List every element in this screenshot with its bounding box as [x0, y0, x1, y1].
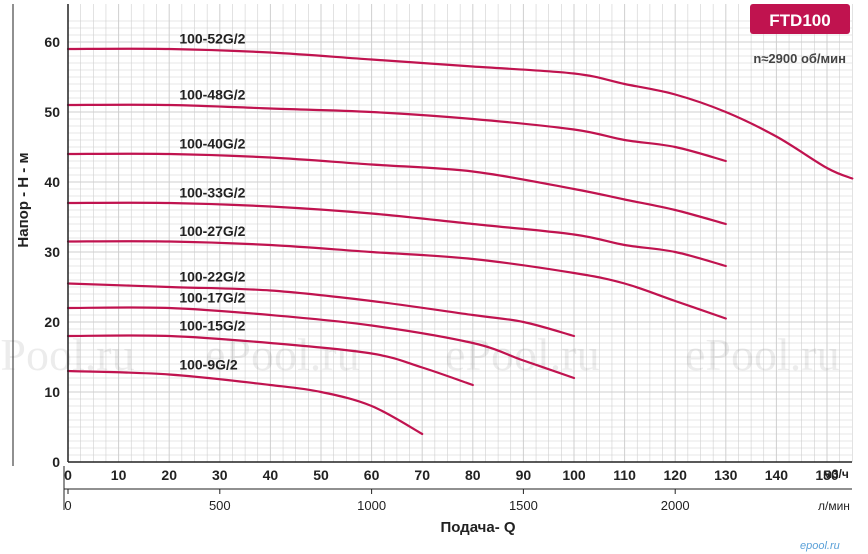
y-tick-label: 40	[44, 174, 60, 190]
chart-title: FTD100	[769, 11, 830, 30]
curve-100-9g-2	[66, 369, 424, 436]
x-tick-label: 130	[714, 467, 738, 483]
x2-tick-label: 1000	[357, 498, 386, 513]
curve-label: 100-15G/2	[179, 318, 245, 334]
y-axis-title: Напор - H - м	[15, 152, 32, 247]
x-tick-label: 140	[765, 467, 789, 483]
x-unit-label: м3/ч	[823, 467, 849, 481]
x2-tick-labels: 0 500 1000 1500 2000	[64, 489, 690, 513]
curve-label: 100-33G/2	[179, 184, 245, 200]
y-tick-labels: 0 10 20 30 40 50 60	[44, 34, 60, 470]
x-tick-label: 60	[364, 467, 380, 483]
x2-tick-label: 2000	[661, 498, 690, 513]
x-tick-label: 10	[111, 467, 127, 483]
curve-100-40g-2	[66, 152, 727, 226]
watermark: ePool.ru	[685, 329, 840, 380]
y-tick-label: 10	[44, 384, 60, 400]
x-tick-label: 80	[465, 467, 481, 483]
x-tick-labels: 0 10 20 30 40 50 60 70 80 90 100 110 120 130 140 150	[64, 467, 839, 483]
x2-tick-label: 500	[209, 498, 231, 513]
x-tick-label: 70	[414, 467, 430, 483]
curve-100-15g-2	[66, 334, 474, 387]
curve-labels: 100-52G/2 100-48G/2 100-40G/2 100-33G/2 100-…	[179, 30, 245, 372]
footer-logo: epool.ru	[800, 540, 840, 552]
x2-tick-label: 1500	[509, 498, 538, 513]
curve-100-27g-2	[66, 240, 727, 320]
axes	[12, 4, 852, 510]
curve-100-48g-2	[66, 103, 727, 163]
x-tick-label: 30	[212, 467, 228, 483]
x-tick-label: 90	[516, 467, 532, 483]
x-tick-label: 50	[313, 467, 329, 483]
x-tick-label: 0	[64, 467, 72, 483]
curve-100-52g-2	[66, 47, 854, 180]
y-tick-label: 30	[44, 244, 60, 260]
model-badge	[750, 4, 850, 34]
x2-tick-label: 0	[64, 498, 71, 513]
curve-label: 100-22G/2	[179, 268, 245, 284]
curve-label: 100-17G/2	[179, 290, 245, 306]
curve-label: 100-52G/2	[179, 30, 245, 46]
curve-label: 100-9G/2	[179, 357, 238, 373]
curves	[66, 47, 854, 436]
x-tick-label: 150	[815, 467, 839, 483]
x-tick-label: 110	[613, 467, 636, 483]
curve-label: 100-40G/2	[179, 135, 245, 151]
x-tick-label: 120	[664, 467, 688, 483]
curve-100-33g-2	[66, 201, 727, 268]
y-tick-label: 50	[44, 104, 60, 120]
x2-unit-label: л/мин	[818, 499, 850, 513]
x-tick-label: 100	[562, 467, 586, 483]
x-tick-label: 40	[263, 467, 279, 483]
x-tick-label: 20	[161, 467, 177, 483]
y-tick-label: 60	[44, 34, 60, 50]
watermark: ePool.ru	[205, 329, 360, 380]
curve-100-17g-2	[66, 306, 576, 380]
x-axis-title: Подача- Q	[440, 519, 515, 536]
y-tick-label: 0	[52, 454, 60, 470]
curve-label: 100-48G/2	[179, 86, 245, 102]
y-tick-label: 20	[44, 314, 60, 330]
curve-label: 100-27G/2	[179, 223, 245, 239]
curve-100-22g-2	[66, 282, 576, 338]
watermark: ePool.ru	[445, 329, 600, 380]
speed-label: n≈2900 об/мин	[753, 51, 846, 66]
grid	[67, 4, 853, 463]
